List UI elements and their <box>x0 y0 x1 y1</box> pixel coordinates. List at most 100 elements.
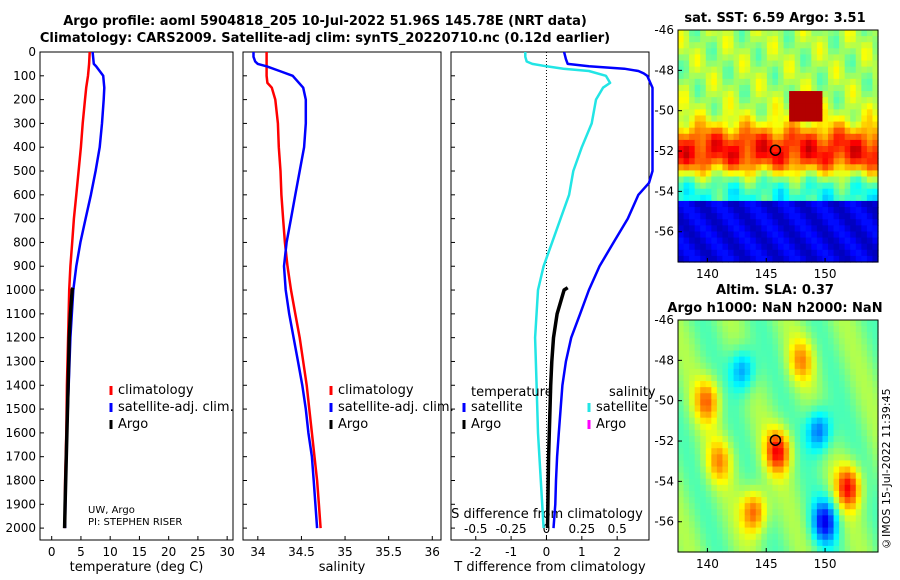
sst-map-cell <box>816 194 824 202</box>
sla-map-cell <box>839 533 846 541</box>
sst-map-cell <box>728 115 735 123</box>
sst-map-cell <box>772 109 779 117</box>
sst-map-cell <box>733 115 740 123</box>
sla-map-cell <box>766 509 774 516</box>
sla-map-cell <box>833 527 840 535</box>
sla-map-cell <box>850 399 857 407</box>
sla-map-cell <box>722 533 729 541</box>
sla-map-cell <box>716 417 724 425</box>
sst-map-cell <box>722 231 729 239</box>
sla-map-cell <box>744 484 751 492</box>
sla-map-cell <box>755 350 762 358</box>
sst-map-cell <box>866 109 874 117</box>
sst-map-cell <box>855 152 862 159</box>
sla-map-cell <box>689 497 696 504</box>
sst-map-cell <box>689 84 696 92</box>
sla-map-cell <box>755 332 762 339</box>
sla-map-cell <box>755 381 762 388</box>
sla-map-cell <box>844 539 851 547</box>
sst-map-cell <box>861 103 868 110</box>
sst-map-cell <box>811 60 818 68</box>
sla-map-cell <box>722 429 729 437</box>
sla-map-cell <box>828 472 835 480</box>
difference-series-line <box>552 51 654 529</box>
sla-map-cell <box>700 521 707 529</box>
sla-map-cell <box>789 374 796 382</box>
sla-map-cell <box>800 460 807 468</box>
sla-map-cell <box>805 515 812 523</box>
sla-map-cell <box>783 533 790 541</box>
sla-map-cell <box>866 332 874 339</box>
sst-map-cell <box>683 60 690 68</box>
sst-map-cell <box>694 194 701 202</box>
sst-map-cell <box>855 219 862 226</box>
sla-map-cell <box>772 460 779 468</box>
sla-map-cell <box>678 509 685 516</box>
sst-map-cell <box>839 194 846 202</box>
sst-map-cell <box>794 213 801 220</box>
sst-map-cell <box>783 243 790 251</box>
sst-map-cell <box>711 72 718 80</box>
sla-map-cell <box>772 509 779 516</box>
sst-map-cell <box>850 152 857 159</box>
sla-map-cell <box>822 368 829 376</box>
sst-map-cell <box>772 139 779 147</box>
sst-map-cell <box>755 121 762 129</box>
sst-map-cell <box>678 158 685 165</box>
sst-map-cell <box>744 109 751 117</box>
sla-map-cell <box>844 454 851 462</box>
sla-map-cell <box>678 423 685 431</box>
sla-map-cell <box>750 478 757 486</box>
sst-map-cell <box>872 97 879 104</box>
sst-map-cell <box>850 176 857 184</box>
sla-map-cell <box>761 381 768 388</box>
sla-map-cell <box>755 472 762 480</box>
sst-map-cell <box>700 103 707 110</box>
sla-map-cell <box>866 521 874 529</box>
sst-map-cell <box>783 97 790 104</box>
sla-map-cell <box>766 338 774 346</box>
sla-map-cell <box>678 326 685 333</box>
sst-map-cell <box>722 103 729 110</box>
sst-map-cell <box>822 133 829 141</box>
sst-map-cell <box>689 207 696 214</box>
sla-map-cell <box>678 533 685 541</box>
sla-map-cell <box>861 539 868 547</box>
sst-map-cell <box>789 176 796 184</box>
sla-map-cell <box>716 429 724 437</box>
sla-map-cell <box>844 448 851 455</box>
sst-map-cell <box>678 48 685 56</box>
sst-map-cell <box>711 115 718 123</box>
sla-map-cell <box>761 521 768 529</box>
sla-map-cell <box>683 472 690 480</box>
sst-map-cell <box>766 72 774 80</box>
sst-map-cell <box>811 48 818 56</box>
sla-map-cell <box>811 454 818 462</box>
sla-map-cell <box>678 436 685 443</box>
sst-map-cell <box>683 194 690 202</box>
credit-label: UW, Argo <box>88 505 135 516</box>
sst-map-cell <box>733 54 740 62</box>
sla-map-cell <box>783 423 790 431</box>
sst-map-cell <box>678 176 685 184</box>
sla-map-cell <box>789 332 796 339</box>
sla-map-cell <box>861 362 868 370</box>
sst-map-cell <box>750 176 757 184</box>
sla-map-cell <box>866 509 874 516</box>
sst-map-cell <box>705 207 712 214</box>
sst-map-cell <box>739 152 746 159</box>
sla-map-cell <box>689 466 696 474</box>
sla-map-cell <box>861 332 868 339</box>
sst-map-cell <box>850 243 857 251</box>
sst-map-cell <box>689 72 696 80</box>
sla-map-cell <box>839 478 846 486</box>
sla-map-cell <box>750 429 757 437</box>
sla-map-cell <box>833 362 840 370</box>
sla-map-cell <box>705 545 712 553</box>
sla-map-cell <box>789 338 796 346</box>
sst-map-cell <box>833 231 840 239</box>
sst-map-cell <box>872 255 879 263</box>
sla-map-cell <box>805 442 812 449</box>
sst-map-cell <box>683 139 690 147</box>
